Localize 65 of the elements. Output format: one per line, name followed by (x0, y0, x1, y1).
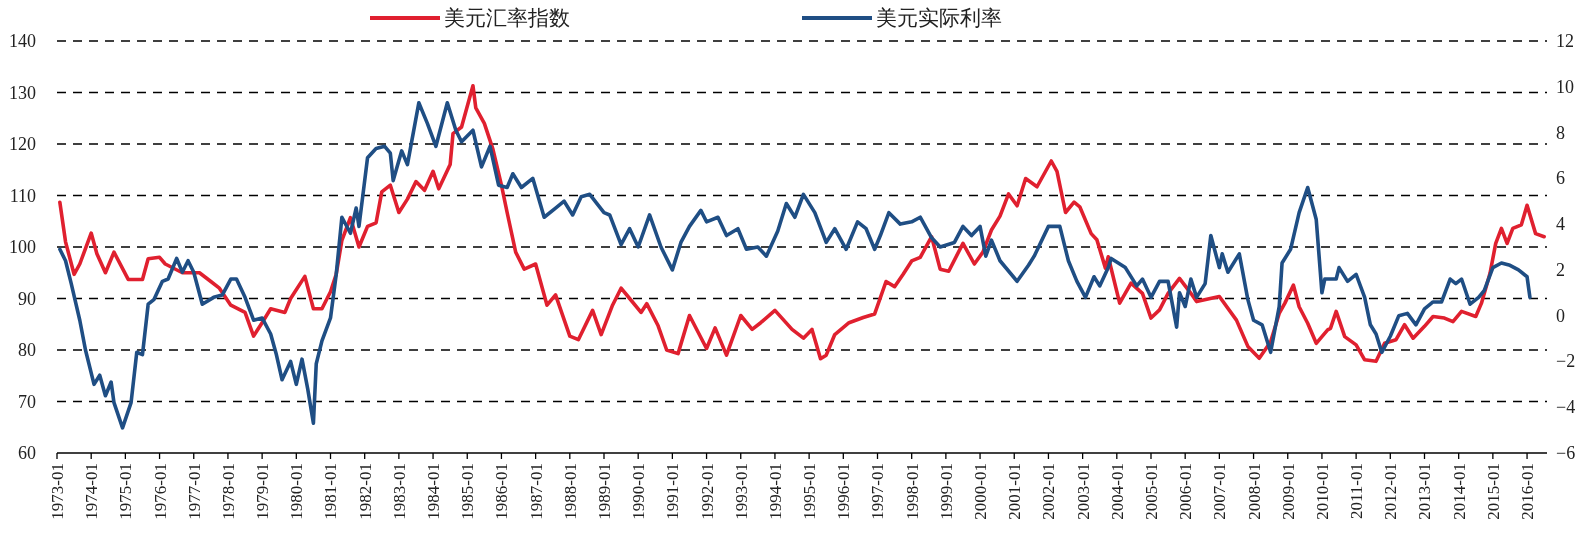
y2-tick-label: 12 (1556, 31, 1574, 51)
x-tick-label: 1998-01 (902, 463, 922, 520)
x-tick-label: 1999-01 (936, 463, 956, 520)
y-tick-label: 60 (18, 443, 36, 463)
x-tick-label: 1979-01 (253, 463, 273, 520)
x-tick-label: 1985-01 (458, 463, 478, 520)
x-tick-label: 1994-01 (765, 463, 785, 520)
x-tick-label: 1984-01 (424, 463, 444, 520)
x-tick-label: 1991-01 (663, 463, 683, 520)
x-tick-label: 2012-01 (1381, 463, 1401, 520)
x-tick-label: 1974-01 (82, 463, 102, 520)
x-tick-label: 2003-01 (1073, 463, 1093, 520)
y2-tick-label: 2 (1556, 259, 1565, 280)
x-tick-label: 1981-01 (321, 463, 341, 520)
x-tick-label: 2005-01 (1142, 463, 1161, 520)
x-tick-label: 1978-01 (218, 463, 238, 520)
x-tick-label: 2001-01 (1005, 463, 1025, 520)
y2-tick-label: −6 (1556, 443, 1576, 463)
x-tick-label: 1990-01 (629, 463, 649, 520)
y-tick-label: 90 (18, 288, 36, 309)
legend-label: 美元汇率指数 (444, 6, 570, 30)
x-tick-label: 1987-01 (526, 463, 546, 520)
y2-tick-label: 10 (1556, 76, 1574, 97)
x-tick-label: 2016-01 (1518, 463, 1538, 520)
x-tick-label: 1986-01 (492, 463, 512, 520)
x-tick-label: 2004-01 (1107, 463, 1127, 520)
legend-label: 美元实际利率 (876, 6, 1002, 30)
x-tick-label: 1997-01 (868, 463, 888, 520)
x-tick-label: 1977-01 (184, 463, 204, 520)
y-tick-label: 120 (9, 134, 36, 154)
x-tick-label: 1982-01 (355, 463, 375, 520)
x-tick-label: 2013-01 (1415, 463, 1435, 520)
y2-tick-label: −4 (1556, 397, 1576, 418)
x-tick-label: 2009-01 (1278, 463, 1298, 520)
y2-tick-label: 8 (1556, 122, 1565, 143)
y2-tick-label: 4 (1556, 214, 1565, 235)
x-tick-label: 1996-01 (834, 463, 854, 520)
y-tick-label: 140 (9, 31, 36, 51)
x-tick-label: 1973-01 (48, 463, 67, 520)
x-tick-label: 1995-01 (800, 463, 820, 520)
y2-tick-label: −2 (1556, 351, 1576, 372)
y-tick-label: 130 (9, 82, 36, 103)
y-tick-label: 70 (18, 391, 36, 412)
y-tick-label: 110 (9, 185, 36, 206)
x-tick-label: 2006-01 (1176, 463, 1196, 520)
x-tick-label: 1983-01 (389, 463, 409, 520)
y2-tick-label: 6 (1556, 168, 1565, 189)
x-tick-label: 2007-01 (1210, 463, 1230, 520)
x-tick-label: 2000-01 (971, 463, 991, 520)
x-tick-label: 2015-01 (1483, 463, 1503, 520)
x-tick-label: 1988-01 (560, 463, 580, 520)
x-tick-label: 1976-01 (150, 463, 170, 520)
x-tick-label: 1989-01 (595, 463, 614, 520)
x-tick-label: 2010-01 (1312, 463, 1332, 520)
y-tick-label: 100 (9, 237, 36, 257)
x-tick-label: 2014-01 (1449, 463, 1469, 520)
x-tick-label: 2011-01 (1347, 463, 1367, 520)
x-tick-label: 1993-01 (731, 463, 751, 520)
y2-tick-label: 0 (1556, 305, 1565, 326)
x-tick-label: 1980-01 (287, 463, 307, 520)
x-tick-label: 2002-01 (1039, 463, 1059, 520)
y-tick-label: 80 (18, 340, 36, 360)
x-tick-label: 2008-01 (1244, 463, 1264, 520)
x-tick-label: 1975-01 (116, 463, 136, 520)
x-tick-label: 1992-01 (697, 463, 717, 520)
